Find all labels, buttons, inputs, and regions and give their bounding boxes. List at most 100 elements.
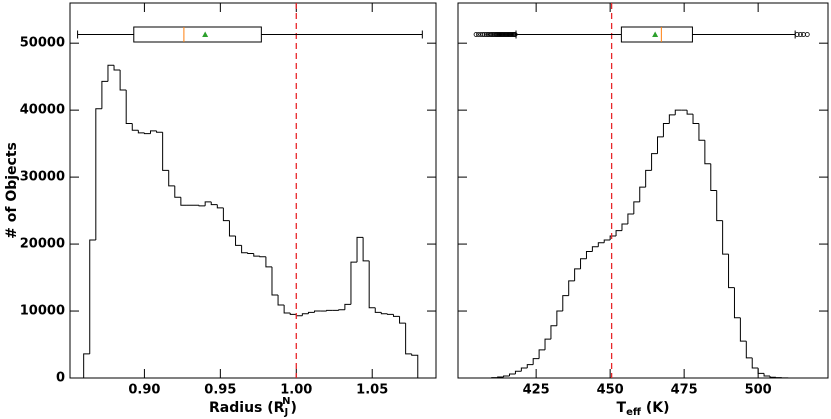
histogram-bar (247, 252, 254, 254)
histogram-bar (289, 313, 297, 315)
histogram-bar (368, 260, 376, 309)
histogram-bar (295, 314, 303, 317)
histogram-bar (380, 312, 388, 315)
histogram-bar (265, 256, 272, 268)
x-axis-label: Teff (K) (617, 400, 670, 418)
histogram-bar (704, 140, 711, 165)
histogram-bar (149, 130, 157, 134)
histogram-bar (180, 197, 187, 206)
histogram-bar (386, 313, 394, 315)
histogram-bar (733, 287, 741, 319)
x-tick-label: 500 (745, 383, 772, 398)
histogram-bar (131, 123, 139, 131)
histogram-bar (757, 367, 765, 374)
box (620, 26, 693, 43)
mean-marker (652, 31, 659, 37)
histogram-bar (544, 338, 551, 350)
histogram-bar (597, 242, 605, 247)
histogram-bar (271, 266, 279, 296)
y-axis-label: # of Objects (4, 142, 20, 239)
histogram-bar (198, 205, 206, 207)
histogram-bar (314, 310, 321, 313)
x-label-tail: (K) (641, 400, 670, 416)
histogram-bar (526, 364, 534, 368)
x-label-main: T (617, 400, 627, 416)
histogram-bar (235, 236, 242, 246)
histogram-bar (125, 90, 133, 125)
histogram-bar (514, 370, 522, 374)
histogram-bar (137, 130, 145, 134)
histogram-bar (633, 201, 640, 214)
histogram-bar (259, 256, 266, 258)
histogram-bar (615, 230, 622, 237)
histogram-bar (585, 250, 593, 259)
histogram-bar (698, 123, 705, 141)
outlier (512, 32, 518, 37)
histogram-bar (645, 169, 652, 188)
plot-frame (69, 2, 437, 379)
x-tick-label: 475 (671, 383, 698, 398)
histogram-bar (356, 236, 364, 263)
histogram-bar (538, 349, 546, 359)
histogram-bar (210, 201, 218, 206)
x-tick-label: 1.05 (356, 383, 388, 398)
histogram-bar (174, 185, 181, 198)
x-label-tail: ) (291, 400, 297, 416)
y-tick-label: 20000 (20, 237, 65, 252)
histogram-bar (101, 80, 108, 109)
histogram-bar (283, 305, 291, 314)
histogram-bar (674, 109, 682, 115)
histogram-bar (350, 261, 358, 305)
histogram-bar (301, 313, 309, 316)
x-tick-label: 0.90 (128, 383, 160, 398)
x-label-sup: N (282, 396, 290, 407)
outlier (482, 32, 488, 37)
histogram-bar (503, 375, 510, 377)
histogram-bar (497, 376, 504, 378)
histogram-bar (769, 375, 776, 378)
histogram-bar (143, 132, 151, 135)
histogram-bar (405, 323, 412, 355)
histogram-bar (556, 310, 563, 326)
histogram-bar (107, 64, 115, 82)
histogram-bar (716, 190, 723, 222)
histogram-bar (580, 258, 587, 269)
outlier (476, 32, 481, 37)
histogram-bar (326, 309, 333, 312)
box (133, 26, 262, 43)
histogram-bar (639, 186, 646, 202)
histogram-bar (722, 220, 729, 255)
histogram-bar (739, 317, 747, 342)
y-tick-label: 0 (56, 371, 65, 386)
histogram-bar (307, 311, 315, 314)
histogram-bar (216, 204, 224, 209)
outlier (473, 32, 479, 37)
histogram-bar (338, 309, 345, 311)
histogram-bar (745, 341, 753, 359)
histogram-bar (603, 239, 611, 243)
histogram-bar (399, 316, 406, 324)
histogram-bar (392, 314, 400, 317)
mean-marker (202, 31, 209, 37)
histogram-bar (763, 373, 770, 377)
histogram-bar (411, 353, 419, 378)
x-tick-label: 425 (523, 383, 550, 398)
histogram-bar (89, 239, 96, 354)
plot-frame (457, 2, 829, 379)
y-tick-label: 50000 (20, 36, 65, 51)
x-label-sub: eff (626, 407, 642, 418)
x-axis-label: Radius (RJN) (209, 396, 297, 418)
y-tick-label: 40000 (20, 103, 65, 118)
histogram-bar (168, 170, 175, 187)
histogram-bar (627, 213, 634, 224)
histogram-bar (362, 237, 370, 262)
x-tick-label: 0.95 (204, 383, 236, 398)
histogram-bar (509, 373, 516, 376)
histogram-bar (344, 303, 351, 310)
histogram-bar (83, 353, 90, 378)
histogram-bar (222, 207, 230, 222)
y-tick-label: 10000 (20, 304, 65, 319)
histogram-bar (568, 280, 575, 296)
histogram-bar (241, 245, 248, 254)
histogram-bar (253, 253, 260, 257)
